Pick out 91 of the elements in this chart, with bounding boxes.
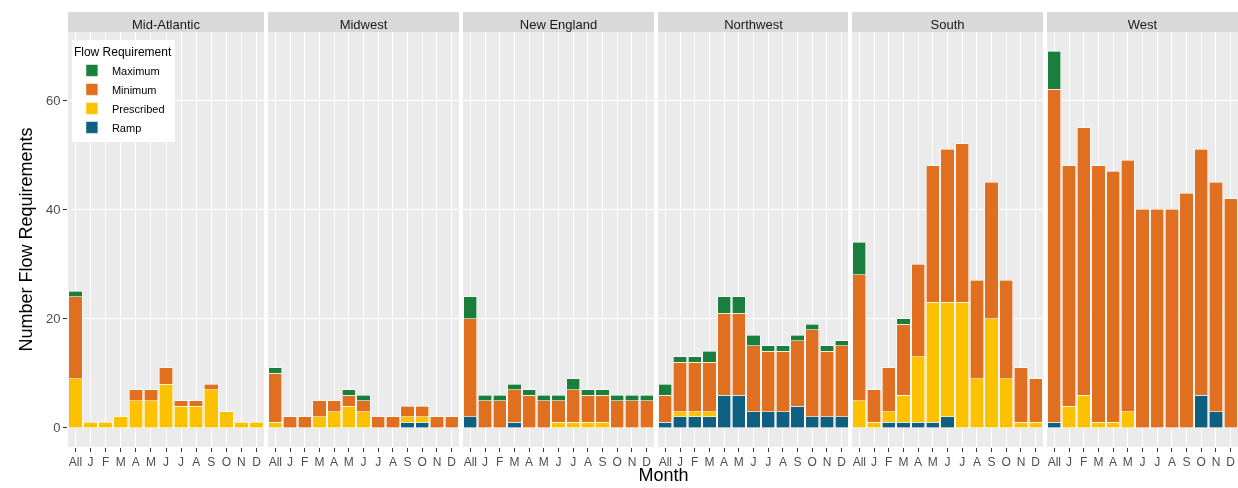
x-tick-label: F — [495, 455, 504, 470]
y-tick-label: 20 — [45, 311, 61, 327]
x-tick-label: J — [1154, 455, 1161, 470]
x-tick-label: S — [793, 455, 802, 470]
x-tick-label: A — [583, 455, 592, 470]
x-tick-label: M — [538, 455, 549, 470]
x-tick-label: M — [928, 455, 939, 470]
x-tick-label: J — [163, 455, 169, 470]
x-tick-label: All — [463, 455, 477, 470]
x-tick-label: F — [885, 455, 893, 470]
x-tick-label: M — [1123, 455, 1133, 470]
y-tick-label: 60 — [45, 92, 61, 108]
x-tick-label: N — [1017, 455, 1026, 470]
x-tick-label: J — [871, 455, 878, 470]
x-tick-label: O — [417, 455, 427, 470]
x-tick-label: D — [836, 455, 846, 470]
chart-title: New England — [519, 17, 597, 32]
x-tick-label: J — [1139, 455, 1146, 470]
x-tick-label: M — [314, 455, 325, 470]
y-tick-label: 40 — [45, 202, 61, 218]
x-tick-label: J — [375, 455, 382, 470]
x-tick-label: M — [145, 455, 156, 470]
x-tick-label: M — [1093, 455, 1104, 470]
x-tick-label: S — [403, 455, 412, 470]
x-tick-label: S — [1182, 455, 1191, 470]
x-tick-label: M — [733, 455, 744, 470]
x-tick-label: J — [555, 455, 562, 470]
x-tick-label: F — [1080, 455, 1088, 470]
chart-title: West — [1127, 17, 1158, 32]
x-tick-label: J — [360, 455, 367, 470]
x-tick-label: J — [959, 455, 966, 470]
x-tick-label: M — [704, 455, 715, 470]
legend-title: Flow Requirement — [73, 44, 172, 59]
chart-title: Mid-Atlantic — [132, 17, 201, 32]
x-tick-label: J — [178, 455, 185, 470]
x-tick-label: O — [807, 455, 817, 470]
x-tick-label: A — [914, 455, 923, 470]
x-tick-label: F — [102, 455, 110, 470]
x-tick-label: All — [853, 455, 867, 470]
x-tick-label: N — [237, 455, 246, 470]
x-tick-label: D — [252, 455, 262, 470]
x-tick-label: A — [778, 455, 787, 470]
x-tick-label: J — [750, 455, 757, 470]
legend-label: Maximum — [111, 64, 160, 77]
x-tick-label: J — [1066, 455, 1073, 470]
y-axis-title: Number Flow Requirements — [16, 127, 37, 352]
x-tick-label: J — [944, 455, 951, 470]
x-tick-label: F — [301, 455, 309, 470]
x-tick-label: S — [598, 455, 607, 470]
x-tick-label: F — [690, 455, 698, 470]
x-tick-label: All — [68, 455, 83, 470]
legend-label: Prescribed — [111, 102, 165, 115]
y-tick-label: 0 — [53, 420, 61, 436]
x-tick-label: D — [1031, 455, 1041, 470]
x-tick-label: A — [192, 455, 201, 470]
x-tick-label: O — [221, 455, 231, 470]
x-tick-label: J — [287, 455, 294, 470]
x-tick-label: A — [524, 455, 533, 470]
x-tick-label: S — [987, 455, 996, 470]
x-tick-label: M — [115, 455, 126, 470]
x-tick-label: N — [627, 455, 637, 470]
x-tick-label: A — [1168, 455, 1177, 470]
x-tick-label: J — [87, 455, 94, 470]
x-tick-label: J — [764, 455, 771, 470]
x-tick-label: A — [330, 455, 339, 470]
x-tick-label: A — [719, 455, 728, 470]
x-tick-label: All — [1047, 455, 1062, 470]
x-tick-label: D — [447, 455, 457, 470]
x-tick-label: O — [1001, 455, 1012, 470]
x-tick-label: A — [973, 455, 982, 470]
x-tick-label: N — [822, 455, 831, 470]
legend-label: Ramp — [111, 121, 142, 134]
x-tick-label: All — [268, 455, 283, 470]
x-tick-label: D — [1226, 455, 1236, 470]
x-tick-label: S — [207, 455, 216, 470]
x-tick-label: N — [432, 455, 442, 470]
x-tick-label: A — [388, 455, 397, 470]
x-tick-label: M — [898, 455, 909, 470]
x-tick-label: M — [343, 455, 354, 470]
chart-title: Midwest — [339, 17, 388, 32]
x-tick-label: O — [612, 455, 622, 470]
x-tick-label: J — [481, 455, 488, 470]
chart-title: Northwest — [723, 17, 783, 32]
x-tick-label: M — [509, 455, 520, 470]
x-tick-label: J — [569, 455, 576, 470]
x-tick-label: O — [1196, 455, 1207, 470]
x-tick-label: A — [131, 455, 140, 470]
x-tick-label: A — [1109, 455, 1118, 470]
legend-label: Minimum — [111, 83, 157, 96]
chart-title: South — [930, 17, 965, 32]
x-tick-label: N — [1211, 455, 1221, 470]
